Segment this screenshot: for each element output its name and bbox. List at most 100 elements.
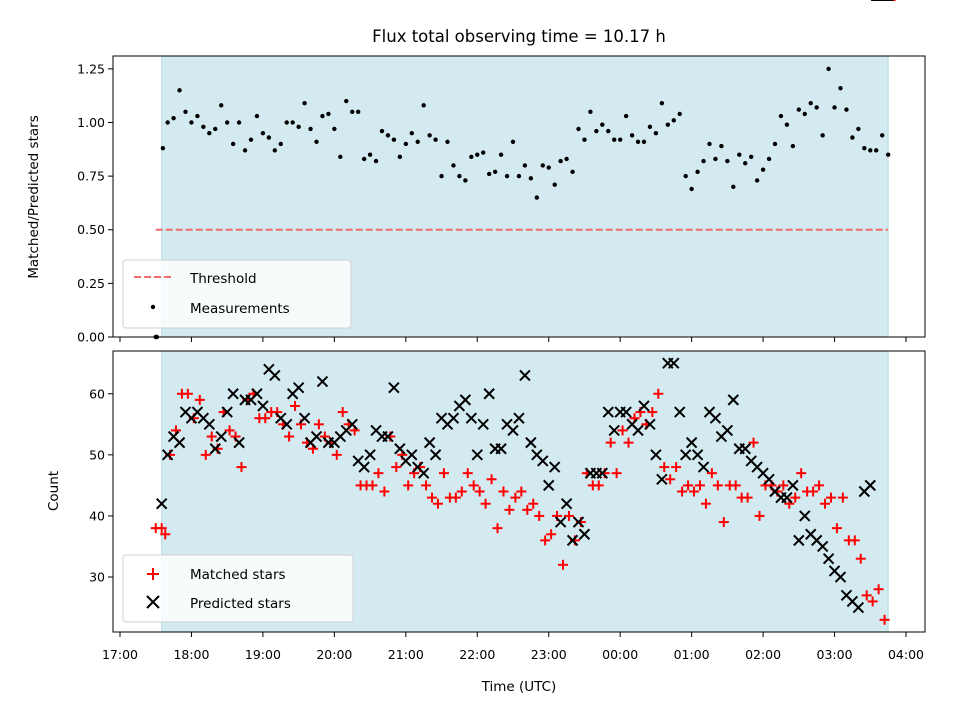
count-y-ticks: 30 40 50 60 <box>89 386 113 585</box>
measurement-point <box>582 137 587 142</box>
matched-star-point <box>694 480 705 491</box>
count-legend: Matched stars Predicted stars <box>122 554 354 623</box>
measurement-point <box>701 158 706 164</box>
measurement-point <box>397 154 403 160</box>
matched-star-point <box>528 498 539 509</box>
predicted-star-point <box>685 436 698 449</box>
matched-star-point <box>683 480 694 491</box>
matched-star-point <box>504 504 515 515</box>
matched-star-point <box>284 431 295 442</box>
chart-title: Flux total observing time = 10.17 h <box>372 27 666 46</box>
x-tick-label: 00:00 <box>602 647 638 662</box>
measurement-point <box>355 109 361 114</box>
predicted-star-point <box>465 412 478 424</box>
predicted-star-point <box>388 381 400 394</box>
measurement-point <box>445 139 450 145</box>
measurement-point <box>528 176 534 181</box>
predicted-star-point <box>548 461 561 473</box>
count-y-axis-label: Count <box>46 471 62 511</box>
predicted-star-point <box>727 394 740 406</box>
legend-matched-label: Matched stars <box>190 567 286 583</box>
measurement-point <box>689 186 694 192</box>
predicted-star-point <box>227 388 239 400</box>
measurement-point <box>510 139 516 145</box>
matched-star-point <box>605 437 616 448</box>
x-tick-label: 20:00 <box>316 647 352 662</box>
legend-matched-swatch <box>147 568 159 580</box>
measurement-point <box>439 173 444 179</box>
measurement-point <box>743 161 748 166</box>
predicted-star-point <box>596 467 609 479</box>
measurement-point <box>647 124 653 129</box>
x-tick-label: 17:00 <box>102 647 138 662</box>
matched-star-point <box>391 462 402 473</box>
measurement-point <box>844 107 849 112</box>
predicted-star-point <box>257 400 269 412</box>
measurement-point <box>498 152 504 157</box>
legend-predicted-label: Predicted stars <box>190 596 291 612</box>
predicted-star-point <box>721 424 734 437</box>
matched-star-point <box>486 474 497 485</box>
legend-measurements-swatch <box>150 304 156 310</box>
ratio-y-tick-label: 1.00 <box>77 115 105 130</box>
predicted-star-point <box>638 400 650 412</box>
measurement-point <box>588 109 593 114</box>
measurement-point <box>772 141 778 147</box>
measurement-point <box>623 113 629 119</box>
ratio-marks <box>153 66 891 340</box>
measurement-point <box>862 146 867 151</box>
measurement-point <box>427 133 432 138</box>
legend-threshold-label: Threshold <box>189 271 257 287</box>
matched-star-point <box>671 462 682 473</box>
matched-star-point <box>718 517 729 528</box>
predicted-star-point <box>822 552 835 565</box>
predicted-star-point <box>566 534 579 547</box>
matched-star-point <box>427 492 438 503</box>
measurement-point <box>719 143 724 149</box>
matched-star-point <box>730 480 741 491</box>
measurement-point <box>177 88 182 93</box>
measurement-point <box>600 122 605 127</box>
matched-star-point <box>450 492 461 503</box>
measurement-point <box>617 137 623 142</box>
measurement-point <box>677 111 682 117</box>
predicted-star-point <box>495 443 507 455</box>
x-tick-label: 21:00 <box>388 647 424 662</box>
matched-star-point <box>796 468 807 479</box>
measurement-point <box>195 113 200 119</box>
predicted-star-point <box>447 412 460 424</box>
predicted-star-point <box>578 528 591 540</box>
matched-star-point <box>623 437 634 448</box>
measurement-point <box>213 126 218 132</box>
matched-star-point <box>849 535 860 546</box>
predicted-star-point <box>406 449 418 461</box>
measurement-point <box>760 167 766 172</box>
matched-star-point <box>647 407 658 418</box>
x-tick-label: 22:00 <box>459 647 495 662</box>
matched-star-point <box>837 492 848 503</box>
matched-star-point <box>379 486 390 497</box>
measurement-point <box>463 178 468 183</box>
x-tick-label: 01:00 <box>674 647 710 662</box>
predicted-star-point <box>739 443 751 455</box>
measurement-point <box>564 156 569 162</box>
predicted-star-point <box>632 424 644 437</box>
measurement-point <box>516 173 522 179</box>
measurement-point <box>653 131 659 136</box>
predicted-star-point <box>519 369 531 382</box>
measurement-point <box>868 148 873 153</box>
matched-star-point <box>194 394 205 405</box>
measurement-point <box>160 146 166 151</box>
predicted-star-point <box>459 394 472 406</box>
measurement-point <box>874 148 879 153</box>
measurement-point <box>391 137 397 142</box>
measurement-point <box>504 173 510 179</box>
predicted-star-point <box>215 430 227 443</box>
measurement-point <box>576 126 581 132</box>
measurement-point <box>236 120 242 125</box>
matched-star-point <box>522 504 533 515</box>
predicted-star-point <box>298 412 311 424</box>
measurement-point <box>778 113 784 119</box>
matched-star-point <box>617 425 628 436</box>
predicted-star-point <box>209 443 221 455</box>
